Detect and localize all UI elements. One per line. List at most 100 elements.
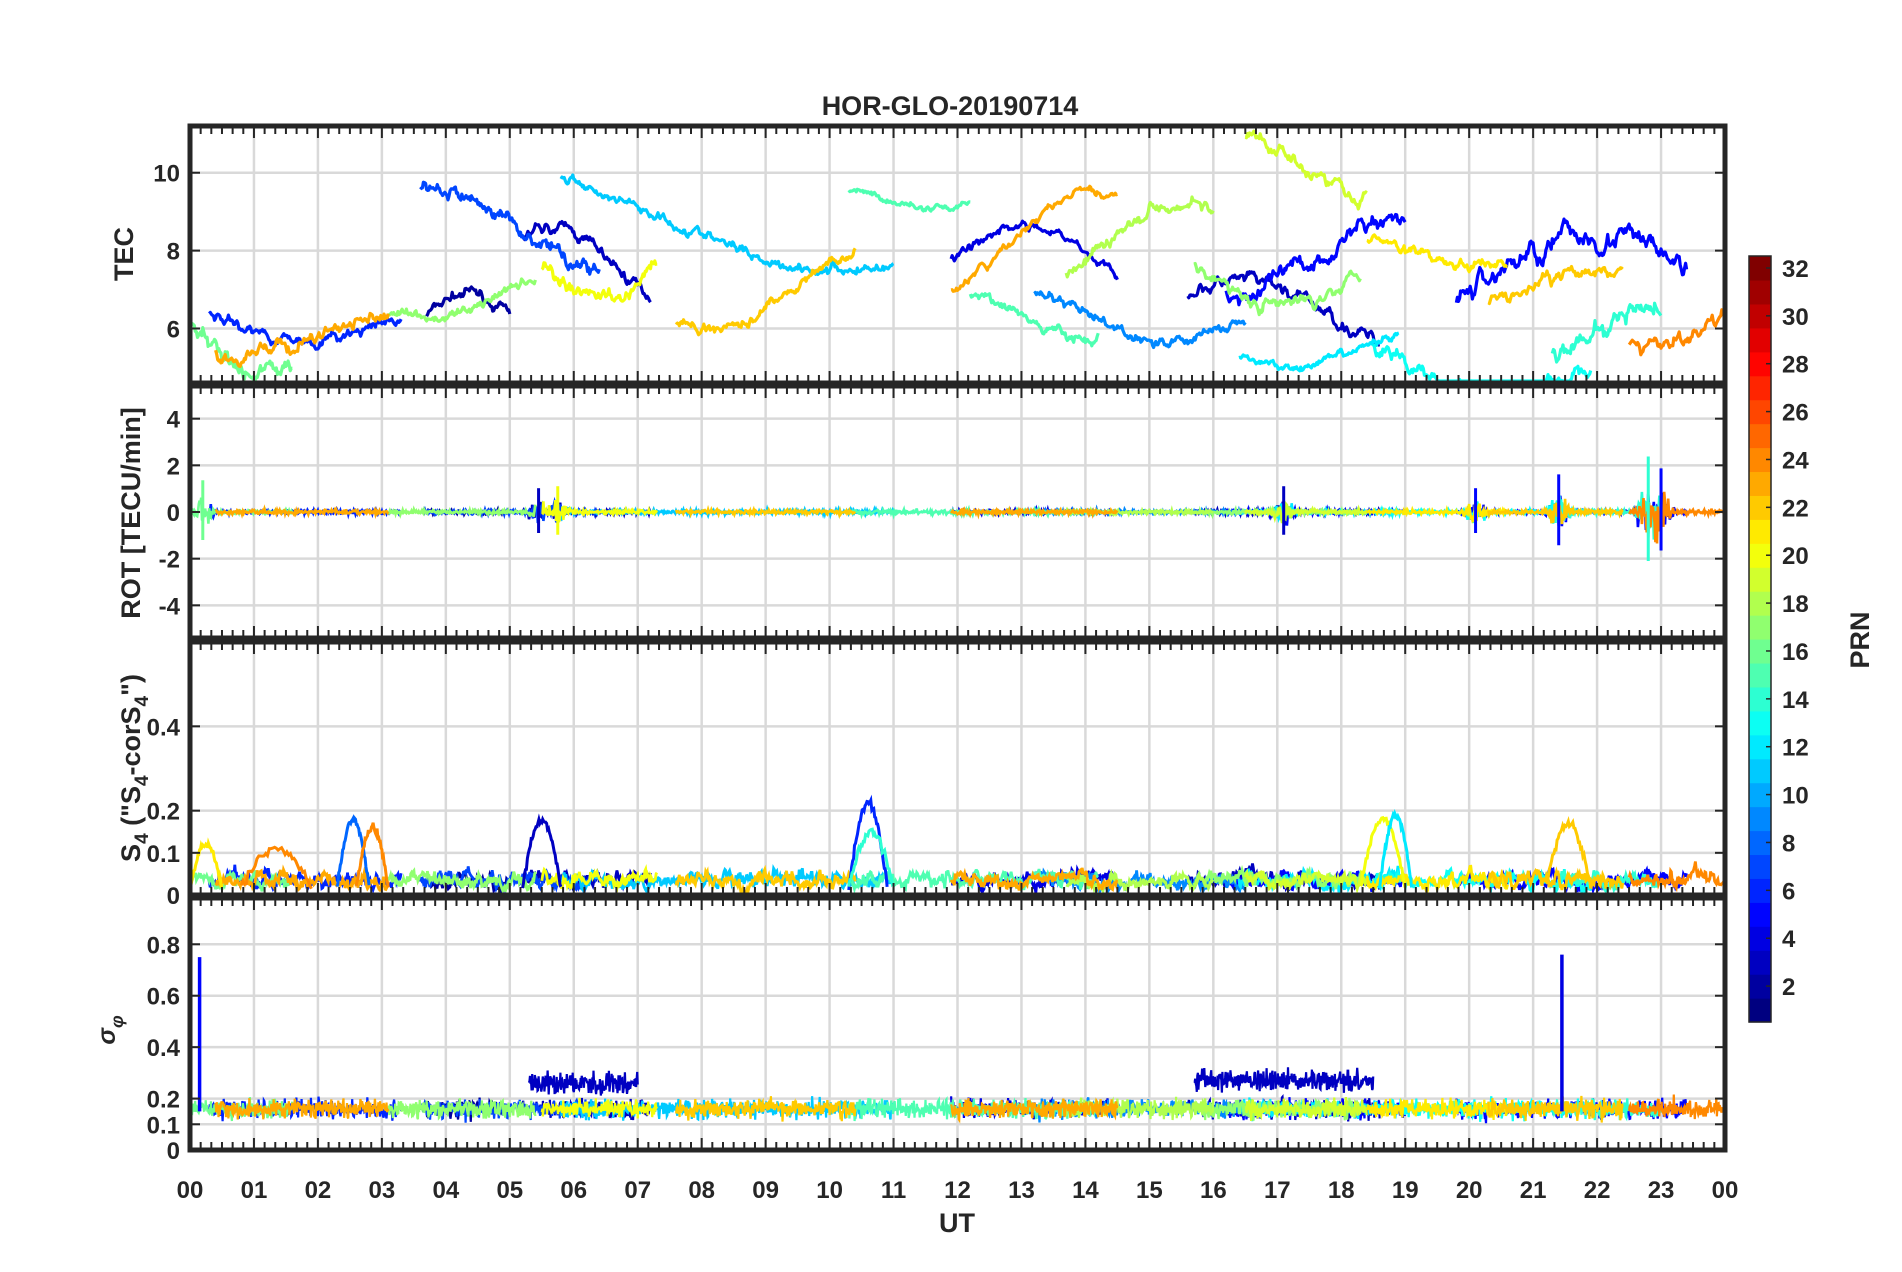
tec-series-line: [1627, 308, 1726, 357]
s4-enhancement-line: [239, 845, 313, 890]
tec-ytick-label: 6: [167, 316, 180, 343]
tec-series-line: [968, 292, 1100, 348]
x-tick-label: 19: [1392, 1177, 1419, 1204]
rot-ytick-label: 2: [167, 453, 180, 480]
colorbar-cell: [1749, 758, 1771, 784]
tec-series-line: [1454, 217, 1689, 303]
x-tick-label: 04: [432, 1177, 459, 1204]
tec-series-line: [1193, 261, 1362, 317]
tec-ytick-label: 10: [153, 161, 180, 188]
tec-series-line: [419, 180, 601, 276]
x-tick-label: 08: [688, 1177, 715, 1204]
tec-series-line: [1244, 129, 1368, 211]
sigma-series-line: [1487, 1095, 1624, 1123]
x-tick-labels: 00 01 02 03 04 05 06 07 08 09 10 11 12 13 14 15 16 17 18 19…: [177, 1177, 1739, 1204]
panel-rot: -4 -2 0 2 4 ROT [TECU/min]: [116, 383, 1728, 641]
colorbar-cell: [1749, 710, 1771, 736]
colorbar-cell: [1749, 447, 1771, 473]
colorbar-cell: [1749, 926, 1771, 951]
sigma-series-line: [387, 1098, 537, 1121]
x-tick-label: 20: [1456, 1177, 1483, 1204]
sigma-elevated-line: [1193, 1067, 1375, 1093]
x-tick-label: 12: [944, 1177, 971, 1204]
sigma-ytick-label: 0.4: [147, 1035, 181, 1062]
colorbar-cell: [1749, 902, 1771, 927]
x-tick-label: 06: [560, 1177, 587, 1204]
colorbar-tick-label: 12: [1782, 735, 1809, 762]
colorbar-cell: [1749, 639, 1771, 664]
tec-series-line: [559, 173, 895, 276]
colorbar-cell: [1749, 351, 1771, 377]
colorbar-cell: [1749, 303, 1771, 329]
panel-sigma: 00.10.20.40.60.8 σφ: [93, 895, 1728, 1165]
rot-series-line: [847, 504, 972, 520]
rot-ytick-label: -2: [159, 547, 180, 574]
tec-series-line: [1550, 301, 1663, 364]
s4-enhancement-line: [188, 837, 224, 892]
sigma-series: [188, 954, 1727, 1124]
s4-series-line: [949, 867, 1119, 893]
sigma-series-line: [950, 1097, 1119, 1124]
rot-series-line: [1365, 497, 1509, 524]
tec-series-line: [521, 220, 652, 304]
colorbar-cell: [1749, 543, 1771, 568]
sigma-series-line: [1244, 1097, 1368, 1122]
colorbar-cell: [1749, 854, 1771, 879]
x-tick-label: 07: [624, 1177, 651, 1204]
sigma-series-line: [1065, 1096, 1215, 1121]
s4-series-line: [1627, 861, 1727, 893]
colorbar-cell: [1749, 686, 1771, 712]
rot-axes-frame: [187, 383, 1728, 641]
colorbar-label: PRN: [1845, 611, 1875, 668]
colorbar-cell: [1749, 734, 1771, 760]
sigma-ytick-label: 0.1: [147, 1112, 180, 1139]
colorbar-tick-label: 18: [1782, 591, 1809, 618]
sigma-axes-frame: [187, 895, 1728, 1153]
tec-series-line: [214, 311, 390, 368]
tec-series-line: [847, 187, 971, 213]
rot-series-line: [541, 499, 659, 525]
colorbar-cell: [1749, 423, 1771, 449]
colorbar-cell: [1749, 375, 1771, 401]
s4-ytick-labels: 0 0.1 0.2 0.4: [147, 714, 181, 910]
colorbar-cell: [1749, 327, 1771, 353]
s4-enhancement-line: [521, 813, 563, 889]
s4-enhancement-line: [354, 822, 390, 888]
s4-series-line: [386, 867, 537, 894]
colorbar-tick-label: 2: [1782, 974, 1795, 1001]
tec-series-line: [1033, 290, 1247, 350]
x-tick-label: 23: [1648, 1177, 1675, 1204]
colorbar-cell: [1749, 998, 1771, 1023]
rot-series-line: [1487, 498, 1624, 525]
x-tick-label: 14: [1072, 1177, 1099, 1204]
rot-series: [188, 456, 1727, 561]
x-tick-label: 10: [816, 1177, 843, 1204]
s4-ytick-label: 0: [167, 883, 180, 910]
x-tick-label: 17: [1264, 1177, 1291, 1204]
tec-ytick-labels: 6 8 10: [153, 161, 180, 344]
x-tick-label: 05: [496, 1177, 523, 1204]
colorbar-gradient: [1749, 256, 1771, 1023]
colorbar-tick-label: 20: [1782, 543, 1809, 570]
x-tick-label: 01: [241, 1177, 268, 1204]
x-tick-label: 22: [1584, 1177, 1611, 1204]
s4-axes-frame: [187, 639, 1728, 898]
tec-series-line: [1224, 212, 1407, 307]
s4-series: [188, 794, 1727, 898]
s4-series-line: [1243, 867, 1369, 895]
panel-tec: 6 8 10 TEC: [109, 123, 1728, 386]
colorbar-tick-label: 8: [1782, 830, 1795, 857]
colorbar-tick-label: 6: [1782, 878, 1795, 905]
colorbar-tick-label: 14: [1782, 687, 1809, 714]
tec-axes-frame: [187, 123, 1728, 386]
s4-enhancement-line: [847, 827, 895, 888]
x-axis-label: UT: [939, 1208, 975, 1238]
sigma-ytick-label: 0.6: [147, 984, 180, 1011]
rot-series-line: [950, 505, 1119, 520]
sigma-elevated-line: [527, 1070, 639, 1096]
s4-enhancement-line: [1359, 815, 1407, 888]
sigma-series-line: [540, 1097, 658, 1119]
colorbar-cell: [1749, 519, 1771, 544]
rot-series-line: [1628, 491, 1727, 544]
colorbar-cell: [1749, 806, 1771, 832]
